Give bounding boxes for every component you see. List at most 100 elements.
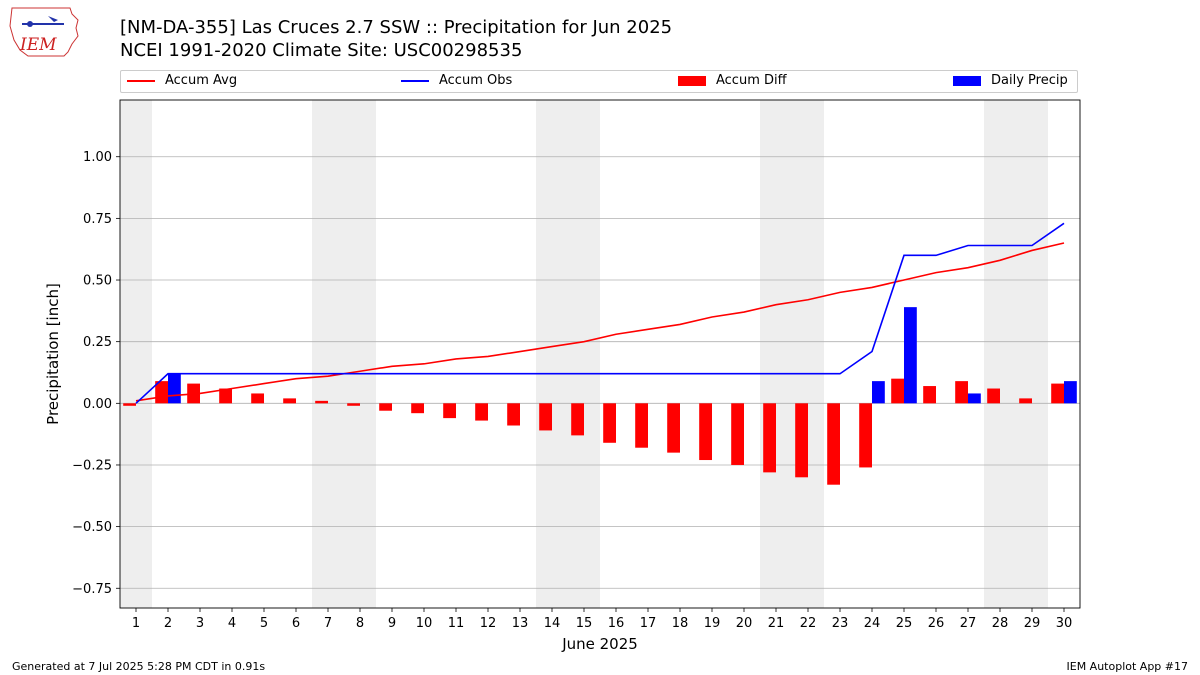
diff-bar-day-11 xyxy=(443,403,456,419)
x-tick-label-day-2: 2 xyxy=(164,616,172,631)
x-tick-label-day-25: 25 xyxy=(896,616,913,631)
chart-title: [NM-DA-355] Las Cruces 2.7 SSW :: Precip… xyxy=(120,17,673,38)
legend-swatch-accum-avg xyxy=(127,79,155,82)
x-tick-label-day-28: 28 xyxy=(992,616,1009,631)
legend-label-accum-obs: Accum Obs xyxy=(439,73,513,88)
diff-bar-day-9 xyxy=(379,403,392,411)
x-tick-label-day-10: 10 xyxy=(416,616,433,631)
x-axis-label: June 2025 xyxy=(561,635,638,653)
diff-bar-day-17 xyxy=(635,403,648,448)
weekend-shade-day-15 xyxy=(568,100,600,608)
diff-bar-day-1 xyxy=(123,403,136,406)
app-credit: IEM Autoplot App #17 xyxy=(1066,660,1189,673)
diff-bar-day-16 xyxy=(603,403,616,443)
diff-bar-day-20 xyxy=(731,403,744,465)
x-tick-label-day-13: 13 xyxy=(512,616,529,631)
x-tick-label-day-16: 16 xyxy=(608,616,625,631)
weekend-shade-day-14 xyxy=(536,100,568,608)
diff-bar-day-27 xyxy=(955,381,968,404)
x-tick-label-day-3: 3 xyxy=(196,616,204,631)
legend-item-accum-obs: Accum Obs xyxy=(401,73,512,88)
y-tick-label: −0.25 xyxy=(72,458,112,473)
daily-precip-bar-day-24 xyxy=(872,381,885,404)
x-tick-label-day-7: 7 xyxy=(324,616,332,631)
y-tick-label: 1.00 xyxy=(83,150,112,165)
x-tick-label-day-27: 27 xyxy=(960,616,977,631)
plot-frame xyxy=(119,99,1081,609)
diff-bar-day-28 xyxy=(987,388,1000,404)
diff-bar-day-7 xyxy=(315,400,328,404)
y-tick-label: 0.75 xyxy=(83,212,112,227)
diff-bar-day-19 xyxy=(699,403,712,461)
diff-bar-day-21 xyxy=(763,403,776,473)
legend-item-accum-diff: Accum Diff xyxy=(678,73,787,88)
y-tick-label: −0.50 xyxy=(72,520,112,535)
x-tick-label-day-11: 11 xyxy=(448,616,465,631)
legend-label-accum-diff: Accum Diff xyxy=(716,73,787,88)
x-tick-label-day-30: 30 xyxy=(1056,616,1073,631)
x-tick-label-day-4: 4 xyxy=(228,616,236,631)
daily-precip-bar-day-27 xyxy=(968,393,981,404)
iem-logo: IEM xyxy=(9,7,79,57)
diff-bar-day-23 xyxy=(827,403,840,485)
weekend-shade-day-1 xyxy=(120,100,152,608)
legend-item-accum-avg: Accum Avg xyxy=(127,73,237,88)
diff-bar-day-14 xyxy=(539,403,552,431)
weekend-shade-day-7 xyxy=(312,100,344,608)
y-tick-label: −0.75 xyxy=(72,582,112,597)
x-tick-label-day-21: 21 xyxy=(768,616,785,631)
diff-bar-day-3 xyxy=(187,383,200,404)
legend-swatch-accum-diff xyxy=(678,75,706,86)
x-tick-label-day-24: 24 xyxy=(864,616,881,631)
chart-subtitle: NCEI 1991-2020 Climate Site: USC00298535 xyxy=(120,40,523,61)
weekend-shade-day-8 xyxy=(344,100,376,608)
diff-bar-day-18 xyxy=(667,403,680,453)
diff-bar-day-4 xyxy=(219,388,232,404)
x-tick-label-day-14: 14 xyxy=(544,616,561,631)
legend-label-daily-precip: Daily Precip xyxy=(991,73,1068,88)
y-tick-label: 0.50 xyxy=(83,274,112,289)
x-tick-label-day-20: 20 xyxy=(736,616,753,631)
accum-obs-line xyxy=(135,222,1065,404)
x-tick-label-day-12: 12 xyxy=(480,616,497,631)
x-tick-label-day-22: 22 xyxy=(800,616,817,631)
x-tick-label-day-8: 8 xyxy=(356,616,364,631)
diff-bar-day-29 xyxy=(1019,398,1032,404)
accum-avg-line xyxy=(135,242,1065,402)
weekend-shade-day-22 xyxy=(792,100,824,608)
legend-swatch-accum-obs xyxy=(401,79,429,82)
diff-bar-day-8 xyxy=(347,403,360,406)
x-tick-label-day-9: 9 xyxy=(388,616,396,631)
x-tick-label-day-1: 1 xyxy=(132,616,140,631)
diff-bar-day-2 xyxy=(155,381,168,404)
diff-bar-day-24 xyxy=(859,403,872,468)
diff-bar-day-13 xyxy=(507,403,520,426)
x-tick-label-day-29: 29 xyxy=(1024,616,1041,631)
diff-bar-day-5 xyxy=(251,393,264,404)
x-tick-label-day-15: 15 xyxy=(576,616,593,631)
x-tick-label-day-17: 17 xyxy=(640,616,657,631)
diff-bar-day-26 xyxy=(923,386,936,404)
legend-swatch-daily-precip xyxy=(953,75,981,86)
diff-bar-day-15 xyxy=(571,403,584,436)
x-tick-label-day-18: 18 xyxy=(672,616,689,631)
diff-bar-day-10 xyxy=(411,403,424,414)
diff-bar-day-25 xyxy=(891,378,904,404)
weekend-shade-day-29 xyxy=(1016,100,1048,608)
diff-bar-day-6 xyxy=(283,398,296,404)
generated-timestamp: Generated at 7 Jul 2025 5:28 PM CDT in 0… xyxy=(12,660,266,673)
diff-bar-day-30 xyxy=(1051,383,1064,404)
diff-bar-day-22 xyxy=(795,403,808,478)
y-tick-label: 0.00 xyxy=(83,397,112,412)
weekend-shade-day-28 xyxy=(984,100,1016,608)
daily-precip-bar-day-2 xyxy=(168,373,181,404)
chart-legend: Accum Avg Accum Obs Accum Diff Daily Pre… xyxy=(120,70,1078,93)
x-tick-label-day-19: 19 xyxy=(704,616,721,631)
legend-item-daily-precip: Daily Precip xyxy=(953,73,1068,88)
diff-bar-day-12 xyxy=(475,403,488,421)
x-tick-label-day-5: 5 xyxy=(260,616,268,631)
legend-label-accum-avg: Accum Avg xyxy=(165,73,238,88)
weekend-shade-day-21 xyxy=(760,100,792,608)
x-tick-label-day-23: 23 xyxy=(832,616,849,631)
